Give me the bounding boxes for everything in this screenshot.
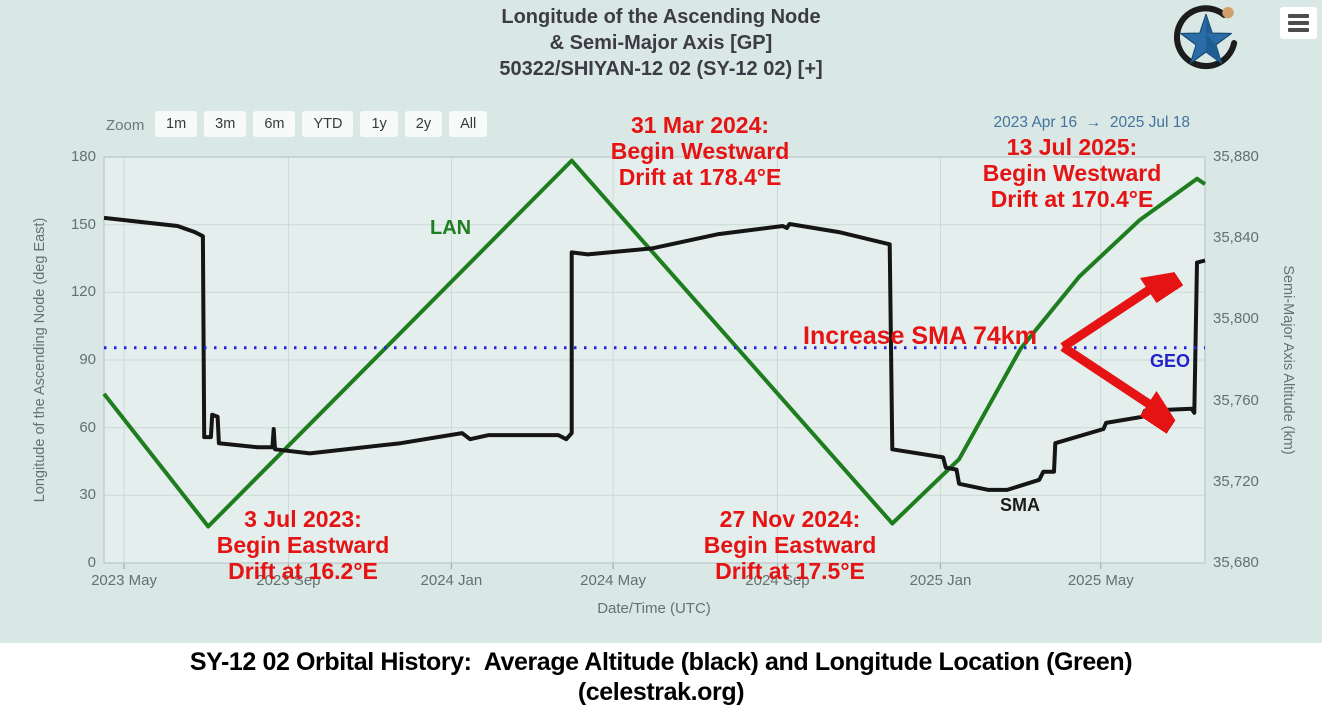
annotation-line: Begin Eastward: [216, 532, 390, 558]
annotation-line: 3 Jul 2023:: [244, 506, 362, 532]
zoom-button-ytd[interactable]: YTD: [302, 111, 354, 137]
caption-line2: (celestrak.org): [577, 678, 745, 706]
left-tick-label: 30: [79, 486, 96, 504]
chart-title-line1: Longitude of the Ascending Node: [501, 6, 821, 28]
left-tick-label: 0: [87, 554, 96, 571]
x-tick-label: 2024 Jan: [420, 572, 483, 589]
left-axis-title: Longitude of the Ascending Node (deg Eas…: [32, 217, 48, 503]
annotation-line: Drift at 17.5°E: [715, 558, 865, 584]
right-tick-label: 35,720: [1213, 472, 1259, 490]
caption-line1: SY-12 02 Orbital History: Average Altitu…: [189, 648, 1133, 676]
hamburger-icon: [1288, 28, 1309, 32]
x-tick-label: 2024 May: [580, 572, 647, 589]
x-tick-label: 2023 Sep: [256, 572, 321, 589]
x-tick-label: 2024 Sep: [745, 572, 810, 589]
chart-title-line2: & Semi-Major Axis [GP]: [549, 32, 773, 54]
right-tick-label: 35,760: [1213, 391, 1259, 409]
date-range-text: 2023 Apr 16 → 2025 Jul 18: [993, 114, 1190, 131]
annotation-13-jul-2025: 13 Jul 2025: Begin Westward Drift at 170…: [983, 134, 1162, 212]
left-tick-label: 90: [79, 351, 96, 368]
chart-title: Longitude of the Ascending Node & Semi-M…: [0, 4, 1322, 82]
right-tick-label: 35,800: [1213, 310, 1259, 328]
annotation-line: Begin Westward: [982, 160, 1162, 186]
zoom-button-1m[interactable]: 1m: [155, 111, 198, 137]
zoom-button-6m[interactable]: 6m: [253, 111, 296, 137]
right-tick-label: 35,840: [1213, 229, 1259, 247]
right-tick-label: 35,880: [1213, 148, 1259, 165]
left-tick-label: 60: [79, 418, 96, 436]
annotation-line: 31 Mar 2024:: [630, 112, 770, 138]
annotation-line: Drift at 170.4°E: [990, 186, 1154, 212]
annotation-increase-sma: Increase SMA 74km: [803, 322, 1037, 350]
annotation-line: Drift at 178.4°E: [618, 164, 782, 190]
annotation-31-mar-2024: 31 Mar 2024: Begin Westward Drift at 178…: [611, 112, 790, 190]
plot-area[interactable]: [102, 156, 1207, 569]
hamburger-icon: [1288, 21, 1309, 25]
left-tick-label: 150: [70, 215, 96, 233]
celestrak-star-logo: [1173, 5, 1238, 70]
annotation-line: 13 Jul 2025:: [1006, 134, 1138, 160]
right-axis-title: Semi-Major Axis Altitude (km): [1280, 265, 1296, 455]
annotation-3-jul-2023: 3 Jul 2023: Begin Eastward Drift at 16.2…: [217, 506, 390, 584]
annotation-27-nov-2024: 27 Nov 2024: Begin Eastward Drift at 17.…: [704, 506, 877, 584]
hamburger-icon: [1288, 14, 1309, 18]
zoom-button-all[interactable]: All: [449, 111, 488, 137]
range-selector: 1m 3m 6m YTD 1y 2y All: [155, 111, 488, 137]
lan-series-label: LAN: [430, 217, 472, 239]
x-axis-title: Date/Time (UTC): [597, 600, 711, 617]
zoom-label: Zoom: [106, 117, 145, 134]
zoom-button-2y[interactable]: 2y: [404, 111, 443, 137]
x-tick-label: 2025 May: [1067, 572, 1134, 589]
zoom-button-3m[interactable]: 3m: [204, 111, 247, 137]
zoom-button-1y[interactable]: 1y: [360, 111, 398, 137]
left-tick-label: 120: [70, 283, 96, 301]
left-tick-label: 180: [70, 148, 96, 165]
x-tick-label: 2023 May: [91, 572, 157, 589]
chart-title-line3: 50322/SHIYAN-12 02 (SY-12 02) [+]: [499, 58, 823, 80]
hamburger-menu-button[interactable]: [1280, 7, 1317, 39]
annotation-line: 27 Nov 2024:: [719, 506, 861, 532]
sma-series-label: SMA: [1000, 495, 1040, 515]
annotation-line: Drift at 16.2°E: [228, 558, 378, 584]
annotation-line: Begin Eastward: [703, 532, 877, 558]
annotation-line: Begin Westward: [610, 138, 790, 164]
x-tick-label: 2025 Jan: [909, 572, 972, 589]
geo-line-label: GEO: [1150, 351, 1191, 371]
right-tick-label: 35,680: [1213, 554, 1259, 571]
chart-container: Longitude of the Ascending Node & Semi-M…: [0, 0, 1322, 643]
figure-caption: SY-12 02 Orbital History: Average Altitu…: [0, 643, 1322, 710]
